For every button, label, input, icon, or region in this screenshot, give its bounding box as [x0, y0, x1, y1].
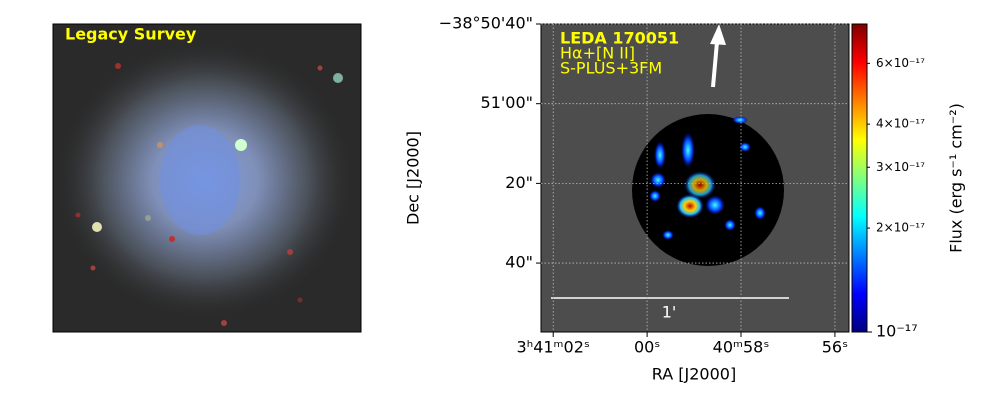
- colorbar-tick-label: 6×10⁻¹⁷: [876, 56, 925, 70]
- y-tick-label: 40": [505, 253, 533, 272]
- colorbar-tick-label: 2×10⁻¹⁷: [876, 221, 925, 235]
- y-axis-label: Dec [J2000]: [404, 131, 423, 225]
- x-tick-label: 00ˢ: [634, 338, 660, 357]
- panel-label: Legacy Survey: [65, 25, 197, 44]
- left-frame: [52, 23, 362, 333]
- arrow-head: [710, 24, 726, 45]
- flux-map: [649, 116, 766, 240]
- colorbar-tick-label: 3×10⁻¹⁷: [876, 160, 925, 174]
- scale-bar-label: 1': [662, 303, 677, 322]
- colorbar-label: Flux (erg s⁻¹ cm⁻²): [947, 103, 966, 253]
- colorbar: [851, 23, 868, 333]
- colorbar-tick-label: 10⁻¹⁷: [876, 322, 918, 341]
- colorbar-tick-label: 4×10⁻¹⁷: [876, 117, 925, 131]
- x-tick-label: 56ˢ: [822, 338, 848, 357]
- x-tick-label: 3ʰ41ᵐ02ˢ: [517, 338, 590, 357]
- survey-label: S-PLUS+3FM: [560, 59, 662, 78]
- y-tick-label: 51'00": [481, 93, 533, 112]
- direction-arrow: [711, 41, 719, 88]
- x-tick-label: 40ᵐ58ˢ: [713, 338, 770, 357]
- x-axis-label: RA [J2000]: [652, 365, 736, 384]
- line-label: Hα+[N II]: [560, 44, 635, 63]
- y-tick-label: −38°50'40": [439, 14, 533, 33]
- legacy-image: [53, 24, 361, 332]
- y-tick-label: 20": [505, 173, 533, 192]
- object-name: LEDA 170051: [560, 29, 679, 48]
